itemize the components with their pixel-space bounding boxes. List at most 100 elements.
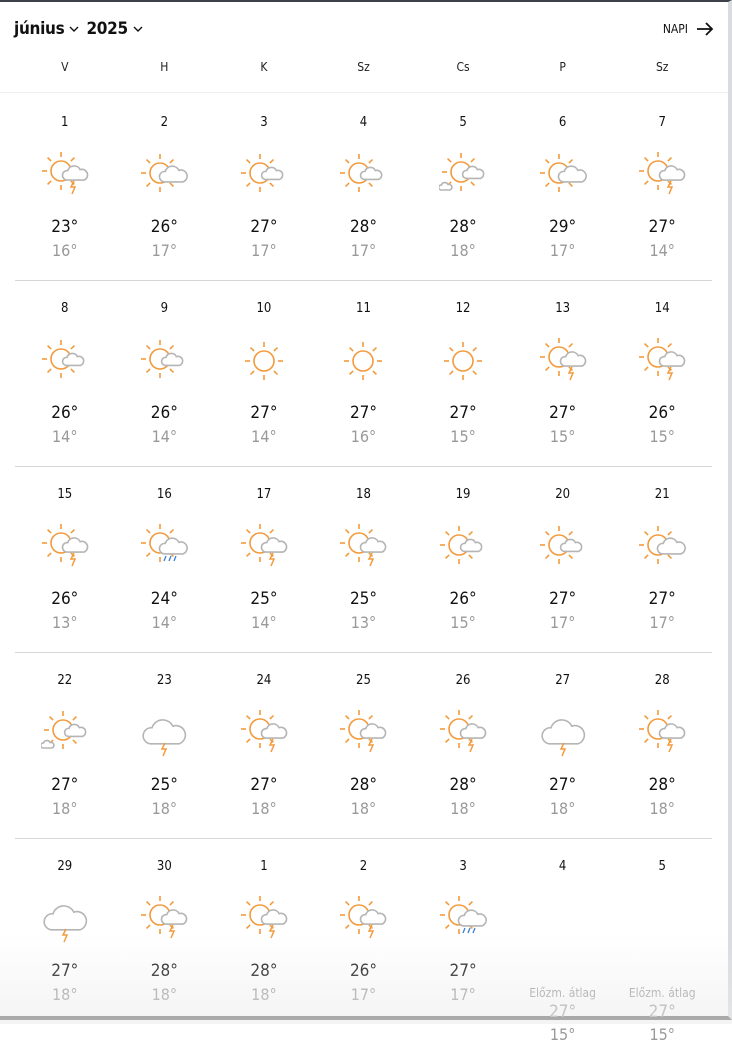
day-number: 15 (57, 487, 73, 502)
high-temp: 27° (51, 961, 79, 981)
high-temp: 27° (250, 217, 278, 237)
day-number: 30 (156, 859, 172, 874)
sun-cloud-storm-icon (141, 896, 188, 939)
day-number: 3 (260, 115, 268, 130)
day-number: 7 (658, 115, 666, 130)
day-cell[interactable]: 1 28° 18° (214, 839, 314, 1024)
low-temp: 16° (350, 427, 377, 446)
sun-cloud-storm-icon (41, 524, 89, 567)
day-cell[interactable]: 18 25° 13° (314, 467, 414, 652)
day-number: 28 (654, 673, 670, 688)
sun-cloud-rain-icon (141, 524, 189, 562)
day-cell[interactable]: 15 26° 13° (15, 467, 115, 652)
day-cell[interactable]: 23 25° 18° (115, 653, 215, 838)
high-temp: 27° (549, 403, 577, 423)
high-temp: 27° (648, 589, 676, 609)
day-cell[interactable]: 27 27° 18° (513, 653, 613, 838)
day-cell[interactable]: 28 28° 18° (612, 653, 712, 838)
high-temp: 27° (449, 961, 477, 981)
day-number: 4 (359, 115, 368, 130)
low-temp: 15° (649, 427, 675, 446)
historical-average-label: Előzm. átlag (628, 986, 696, 1000)
day-number: 25 (356, 673, 371, 688)
day-cell[interactable]: 20 27° 17° (513, 467, 613, 652)
low-temp: 18° (151, 985, 178, 1004)
day-cell[interactable]: 3 27° 17° (214, 95, 314, 280)
high-temp: 26° (449, 589, 477, 609)
day-cell[interactable]: 7 27° 14° (612, 95, 712, 280)
low-temp: 15° (549, 1025, 576, 1044)
high-temp: 27° (648, 1002, 676, 1022)
sun-small-cloud-icon (41, 340, 85, 378)
day-cell[interactable]: 22 27° 18° (15, 653, 115, 838)
day-cell[interactable]: 5 28° 18° (413, 95, 513, 280)
day-cell[interactable]: 1 23° 16° (15, 95, 115, 280)
low-temp: 18° (251, 985, 277, 1004)
daily-view-link[interactable]: NAPI (663, 22, 714, 36)
day-cell[interactable]: 5 Előzm. átlag 27° 15° (612, 839, 712, 1044)
low-temp: 18° (549, 799, 576, 818)
day-cell[interactable]: 6 29° 17° (513, 95, 613, 280)
month-label: június (14, 19, 65, 39)
weekday-label: Cs (456, 60, 470, 74)
high-temp: 27° (549, 775, 577, 795)
day-cell[interactable]: 17 25° 14° (214, 467, 314, 652)
sun-small-cloud-icon (240, 154, 284, 192)
week-row: 29 27° 18° 30 28° 18° 1 28° 18° 2 26° 17° 3 27° 17° 4 El… (15, 839, 712, 1044)
month-select[interactable]: június (14, 19, 80, 39)
daily-view-label: NAPI (662, 22, 688, 36)
day-cell[interactable]: 16 24° 14° (115, 467, 215, 652)
day-cell[interactable]: 4 28° 17° (314, 95, 414, 280)
day-number: 5 (658, 859, 666, 874)
day-cell[interactable]: 4 Előzm. átlag 27° 15° (513, 839, 613, 1044)
day-cell[interactable]: 2 26° 17° (115, 95, 215, 280)
low-temp: 16° (52, 241, 78, 260)
sun-cloud-storm-icon (440, 710, 487, 753)
weekday-label: H (160, 60, 169, 74)
day-cell[interactable]: 14 26° 15° (612, 281, 712, 466)
day-cell[interactable]: 29 27° 18° (15, 839, 115, 1024)
sun-cloud-storm-icon (41, 152, 89, 195)
day-number: 12 (455, 301, 471, 316)
low-temp: 14° (251, 427, 277, 446)
day-cell[interactable]: 9 26° 14° (115, 281, 215, 466)
day-cell[interactable]: 2 26° 17° (314, 839, 414, 1024)
sun-cloud-storm-icon (240, 710, 288, 753)
high-temp: 27° (250, 403, 278, 423)
day-number: 26 (455, 673, 471, 688)
day-cell[interactable]: 10 27° 14° (214, 281, 314, 466)
day-cell[interactable]: 21 27° 17° (612, 467, 712, 652)
day-number: 24 (256, 673, 272, 688)
low-temp: 18° (52, 799, 78, 818)
year-select[interactable]: 2025 (86, 19, 143, 39)
day-number: 2 (359, 859, 368, 874)
high-temp: 28° (349, 775, 378, 795)
day-cell[interactable]: 24 27° 18° (214, 653, 314, 838)
low-temp: 18° (450, 241, 476, 260)
sun-cloud-storm-icon (240, 524, 288, 567)
day-cell[interactable]: 25 28° 18° (314, 653, 414, 838)
week-row: 22 27° 18° 23 25° 18° 24 27° 18° 25 28° 18° 26 28° 18°… (15, 653, 712, 839)
day-cell[interactable]: 8 26° 14° (15, 281, 115, 466)
chevron-down-icon (69, 26, 79, 32)
day-cell[interactable]: 3 27° 17° (413, 839, 513, 1024)
cloud-storm-icon (540, 719, 585, 757)
day-cell[interactable]: 30 28° 18° (115, 839, 215, 1024)
day-number: 14 (654, 301, 670, 316)
low-temp: 17° (450, 985, 476, 1004)
day-number: 10 (256, 301, 272, 316)
day-number: 27 (555, 673, 571, 688)
low-temp: 17° (251, 241, 277, 260)
day-cell[interactable]: 13 27° 15° (513, 281, 613, 466)
low-temp: 15° (549, 427, 576, 446)
high-temp: 29° (549, 217, 577, 237)
low-temp: 17° (350, 241, 377, 260)
day-number: 5 (459, 115, 467, 130)
day-cell[interactable]: 12 27° 15° (413, 281, 513, 466)
day-cell[interactable]: 26 28° 18° (413, 653, 513, 838)
sun-cloud-storm-icon (639, 338, 686, 381)
day-cell[interactable]: 19 26° 15° (413, 467, 513, 652)
day-cell[interactable]: 11 27° 16° (314, 281, 414, 466)
sun-small-cloud-icon (340, 154, 383, 192)
high-temp: 27° (549, 589, 577, 609)
